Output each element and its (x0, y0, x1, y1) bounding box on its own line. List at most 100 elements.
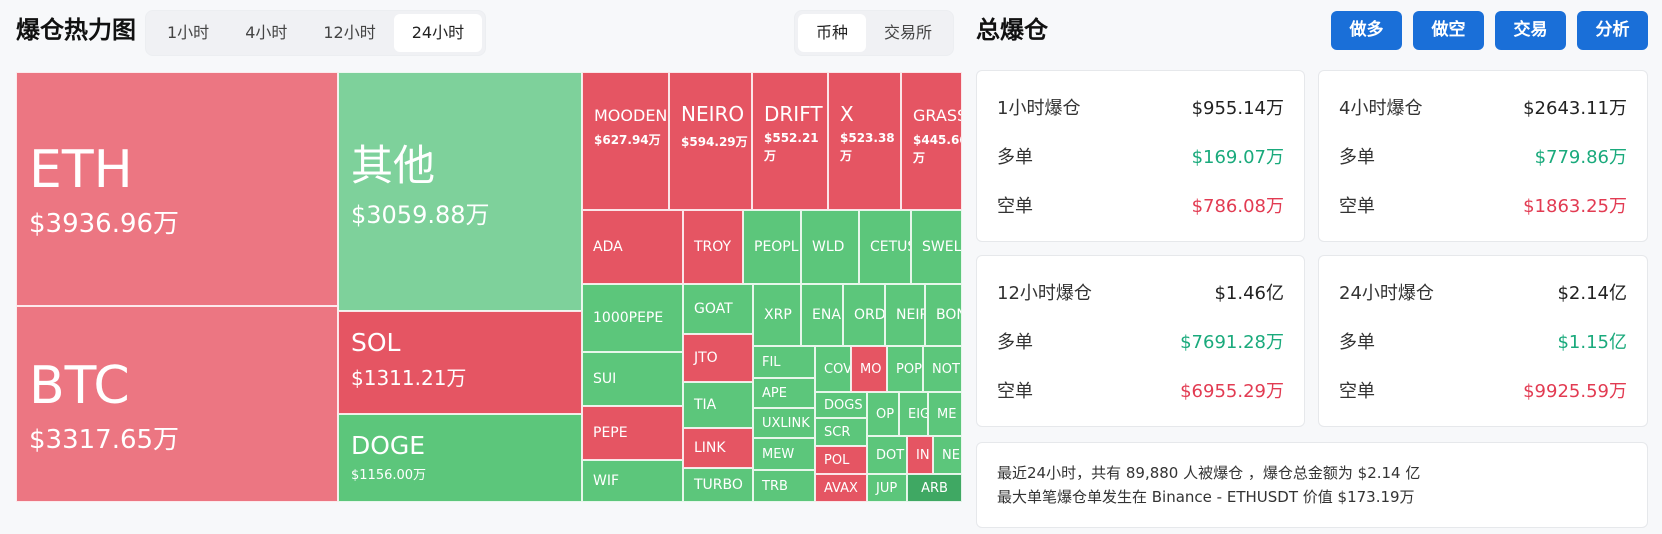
treemap-cell-fil[interactable]: FIL (753, 346, 815, 378)
tab-coin[interactable]: 币种 (798, 14, 867, 52)
tab-4h[interactable]: 4小时 (245, 23, 288, 42)
cell-name: DOGE (351, 431, 426, 460)
treemap-cell-wld[interactable]: WLD (801, 210, 859, 284)
period-label: 12小时爆仓 (997, 283, 1092, 304)
tab-exchange[interactable]: 交易所 (884, 23, 933, 42)
treemap-cell-near[interactable]: NE (933, 436, 962, 474)
time-range-tabs: 1小时 4小时 12小时 24小时 (145, 10, 487, 56)
cell-value: $1156.00万 (351, 468, 427, 483)
period-total: $1.46亿 (1214, 283, 1284, 304)
short-value: $9925.59万 (1523, 381, 1627, 402)
treemap-cell-jto[interactable]: JTO (683, 334, 753, 382)
stats-card-4h: 4小时爆仓 $2643.11万 多单 $779.86万 空单 $1863.25万 (1318, 70, 1648, 242)
long-value: $7691.28万 (1180, 332, 1284, 353)
stats-card-1h: 1小时爆仓 $955.14万 多单 $169.07万 空单 $786.08万 (976, 70, 1305, 242)
treemap-cell-sui[interactable]: SUI (582, 352, 683, 406)
treemap-cell-dogs[interactable]: DOGS (815, 392, 867, 418)
treemap-cell-popcat[interactable]: POP (887, 346, 923, 392)
tab-24h[interactable]: 24小时 (393, 14, 483, 52)
long-label: 多单 (1339, 332, 1375, 353)
trade-button[interactable]: 交易 (1495, 11, 1566, 50)
treemap-cell-x[interactable]: X $523.38万 (828, 72, 901, 210)
treemap-cell-trb[interactable]: TRB (753, 470, 815, 502)
treemap-cell-moodeng[interactable]: MOODEN $627.94万 (582, 72, 669, 210)
treemap-cell-me[interactable]: ME (928, 392, 962, 436)
treemap-cell-ape[interactable]: APE (753, 378, 815, 408)
treemap-cell-not[interactable]: NOT (923, 346, 962, 392)
treemap-cell-ena[interactable]: ENA (801, 284, 843, 346)
treemap-cell-tia[interactable]: TIA (683, 382, 753, 428)
cell-value: $445.66万 (913, 133, 961, 165)
cell-name: NEIRO (681, 102, 745, 126)
treemap-cell-wif[interactable]: WIF (582, 460, 683, 502)
heatmap-title: 爆仓热力图 (16, 16, 136, 44)
treemap-cell-cow[interactable]: COV (815, 346, 851, 392)
treemap-cell-pepe[interactable]: PEPE (582, 406, 683, 460)
treemap-cell-eth[interactable]: ETH $3936.96万 (16, 72, 338, 306)
stats-card-24h: 24小时爆仓 $2.14亿 多单 $1.15亿 空单 $9925.59万 (1318, 255, 1648, 427)
treemap-cell-mother[interactable]: MO (851, 346, 887, 392)
cell-value: $1311.21万 (351, 366, 467, 390)
treemap-cell-troy[interactable]: TROY (683, 210, 743, 284)
treemap-cell-avax[interactable]: AVAX (815, 474, 867, 502)
cell-name: MOODEN (594, 106, 668, 125)
treemap-cell-dot[interactable]: DOT (867, 436, 907, 474)
summary-line-1: 最近24小时，共有 89,880 人被爆仓 ，爆仓总金额为 $2.14 亿 (997, 464, 1421, 482)
period-total: $955.14万 (1191, 98, 1284, 119)
treemap-cell-eigen[interactable]: EIG (899, 392, 928, 436)
liquidation-summary: 最近24小时，共有 89,880 人被爆仓 ，爆仓总金额为 $2.14 亿 最大… (976, 442, 1648, 528)
treemap-cell-neiroeth[interactable]: NEIR (885, 284, 925, 346)
period-total: $2643.11万 (1523, 98, 1627, 119)
long-label: 多单 (1339, 147, 1375, 168)
treemap-cell-pol[interactable]: POL (815, 446, 867, 474)
tab-12h[interactable]: 12小时 (323, 23, 376, 42)
treemap-cell-jup[interactable]: JUP (867, 474, 907, 502)
treemap-cell-grass[interactable]: GRASS $445.66万 (901, 72, 962, 210)
treemap-cell-sol[interactable]: SOL $1311.21万 (338, 311, 582, 414)
treemap-cell-btc[interactable]: BTC $3317.65万 (16, 306, 338, 502)
cell-value: $3317.65万 (29, 425, 180, 455)
treemap-cell-swell[interactable]: SWEL (911, 210, 962, 284)
short-value: $6955.29万 (1180, 381, 1284, 402)
period-total: $2.14亿 (1557, 283, 1627, 304)
long-label: 多单 (997, 147, 1033, 168)
analysis-button[interactable]: 分析 (1577, 11, 1648, 50)
treemap-cell-inj[interactable]: IN (907, 436, 933, 474)
cell-name: SOL (351, 328, 401, 357)
treemap-cell-arb[interactable]: ARB (907, 474, 962, 502)
short-label: 空单 (1339, 381, 1375, 402)
treemap-cell-xrp[interactable]: XRP (753, 284, 801, 346)
treemap-cell-link[interactable]: LINK (683, 428, 753, 468)
treemap-cell-1000pepe[interactable]: 1000PEPE (582, 284, 683, 352)
treemap-cell-neiro[interactable]: NEIRO $594.29万 (669, 72, 752, 210)
cell-value: $627.94万 (594, 133, 661, 147)
cell-value: $3059.88万 (351, 201, 490, 229)
treemap-cell-uxlink[interactable]: UXLINK (753, 408, 815, 438)
tab-1h[interactable]: 1小时 (167, 23, 210, 42)
long-button[interactable]: 做多 (1331, 11, 1402, 50)
treemap-cell-doge[interactable]: DOGE $1156.00万 (338, 414, 582, 502)
period-label: 4小时爆仓 (1339, 98, 1423, 119)
treemap-cell-scr[interactable]: SCR (815, 418, 867, 446)
short-value: $786.08万 (1191, 196, 1284, 217)
short-label: 空单 (1339, 196, 1375, 217)
treemap-cell-op[interactable]: OP (867, 392, 899, 436)
cell-value: $552.21万 (764, 131, 819, 163)
treemap-cell-drift[interactable]: DRIFT $552.21万 (752, 72, 828, 210)
long-label: 多单 (997, 332, 1033, 353)
cell-name: DRIFT (764, 102, 823, 126)
treemap-cell-ada[interactable]: ADA (582, 210, 683, 284)
treemap-cell-people[interactable]: PEOPL (743, 210, 801, 284)
treemap-cell-other[interactable]: 其他 $3059.88万 (338, 72, 582, 311)
cell-name: GRASS (913, 106, 962, 125)
treemap-cell-mew[interactable]: MEW (753, 438, 815, 470)
treemap-cell-goat[interactable]: GOAT (683, 284, 753, 334)
liquidation-treemap: ETH $3936.96万 BTC $3317.65万 其他 $3059.88万… (16, 72, 962, 502)
treemap-cell-turbo[interactable]: TURBO (683, 468, 753, 502)
short-button[interactable]: 做空 (1413, 11, 1484, 50)
treemap-cell-ordi[interactable]: ORD (843, 284, 885, 346)
long-value: $1.15亿 (1557, 332, 1627, 353)
short-value: $1863.25万 (1523, 196, 1627, 217)
treemap-cell-bonk[interactable]: BON (925, 284, 962, 346)
